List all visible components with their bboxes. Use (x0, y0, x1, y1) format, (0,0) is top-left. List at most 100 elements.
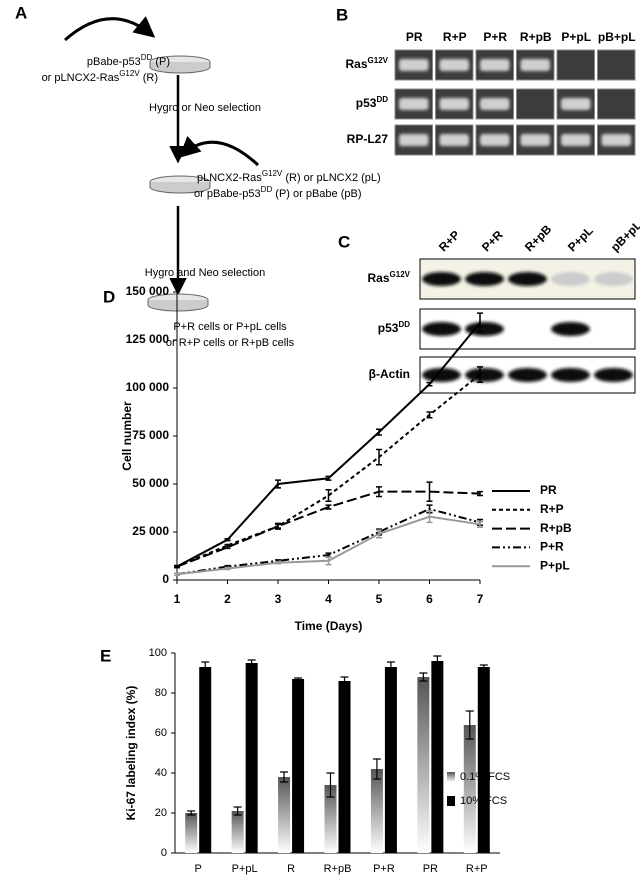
lane-label: P+R (483, 30, 507, 44)
error-bar (275, 522, 281, 530)
dish (149, 182, 211, 194)
gel-lane (516, 88, 555, 120)
gel-band (480, 98, 510, 110)
gel-band (520, 134, 550, 146)
error-bar (477, 312, 483, 334)
x-tick-label: P+pL (232, 863, 258, 875)
bar (463, 725, 476, 853)
bar (384, 667, 397, 853)
lane-label: pB+pL (598, 30, 636, 44)
gel-band (601, 134, 631, 146)
row-label: p53DD (356, 95, 388, 111)
error-bar (326, 772, 335, 798)
gel-band (520, 59, 550, 71)
panel-label: C (338, 232, 350, 251)
blot-band (594, 272, 633, 286)
lane-label: R+pB (522, 222, 555, 255)
bar (338, 681, 351, 853)
error-bar (426, 510, 433, 524)
row-label: β-Actin (369, 367, 410, 381)
superscript: DD (261, 185, 273, 194)
gel-lane (597, 49, 636, 81)
error-bar (224, 537, 231, 542)
dish (149, 62, 211, 74)
blot-band (508, 368, 547, 382)
error-bar (294, 677, 303, 681)
text-part: Hygro or Neo selection (149, 102, 261, 114)
error-bar (376, 529, 382, 539)
step-text: or pBabe-p53DD (P) or pBabe (pB) (194, 185, 362, 200)
superscript: DD (376, 95, 388, 104)
superscript: DD (398, 320, 410, 329)
blot-band (508, 272, 547, 286)
legend-label: R+pB (540, 521, 572, 535)
text-part: Hygro and Neo selection (145, 267, 265, 279)
panel-label: A (15, 3, 27, 22)
error-bar (477, 490, 483, 497)
x-tick-label: 3 (275, 592, 282, 606)
legend-label: P+pL (540, 558, 570, 572)
x-tick-label: P (195, 863, 202, 875)
gel-band (439, 98, 469, 110)
bar (231, 811, 244, 853)
panel-label: B (336, 5, 348, 24)
y-tick-label: 50 000 (132, 476, 169, 490)
gel-band (439, 59, 469, 71)
y-tick-label: 80 (155, 687, 167, 699)
lane-label: P+pL (565, 223, 596, 254)
text-part: P+R cells or P+pL cells (173, 321, 287, 333)
text-part: (P) (152, 56, 170, 68)
bar (185, 813, 198, 853)
text-part: (R) (140, 72, 158, 84)
error-bar (280, 771, 289, 783)
error-bar (325, 489, 332, 503)
y-tick-label: 40 (155, 767, 167, 779)
row-label: RasG12V (346, 56, 389, 72)
lane-label: R+P (443, 30, 467, 44)
y-tick-label: 100 (149, 647, 167, 659)
x-tick-label: 1 (174, 592, 181, 606)
error-bar (433, 655, 442, 667)
text-part: p53 (378, 321, 399, 335)
superscript: G12V (368, 56, 389, 65)
error-bar (376, 448, 382, 466)
x-tick-label: P+R (373, 863, 395, 875)
text-part: Ras (368, 271, 390, 285)
x-tick-label: 4 (325, 592, 332, 606)
legend-label: PR (540, 483, 557, 497)
blot-band (465, 322, 504, 336)
error-bar (376, 428, 382, 436)
error-bar (325, 556, 332, 566)
step-text: Hygro or Neo selection (149, 102, 261, 114)
bar (292, 679, 305, 853)
legend-label: P+R (540, 540, 564, 554)
step-text: or R+P cells or R+pB cells (166, 337, 295, 349)
error-bar (325, 475, 332, 481)
error-bar (340, 676, 349, 686)
row-label: RP-L27 (347, 132, 389, 146)
arrow (178, 135, 260, 167)
bar (278, 777, 291, 853)
panel-label: E (100, 646, 111, 665)
error-bar (275, 561, 281, 565)
y-tick-label: 60 (155, 727, 167, 739)
line (176, 373, 481, 568)
text-part: (P) or pBabe (pB) (272, 188, 361, 200)
y-tick-label: 150 000 (126, 284, 170, 298)
row-label: p53DD (378, 320, 410, 336)
blot-band (551, 272, 590, 286)
blot-band (551, 322, 590, 336)
text-part: or pLNCX2-Ras (42, 72, 120, 84)
x-tick-label: R+P (466, 863, 488, 875)
gel-band (480, 59, 510, 71)
legend-swatch (447, 772, 455, 782)
x-tick-label: PR (423, 863, 438, 875)
text-part: or R+P cells or R+pB cells (166, 337, 295, 349)
y-tick-label: 125 000 (126, 332, 170, 346)
error-bar (224, 545, 231, 550)
step-text: Hygro and Neo selection (145, 267, 265, 279)
y-tick-label: 100 000 (126, 380, 170, 394)
error-bar (325, 504, 332, 510)
step-text: or pLNCX2-RasG12V (R) (42, 69, 158, 84)
